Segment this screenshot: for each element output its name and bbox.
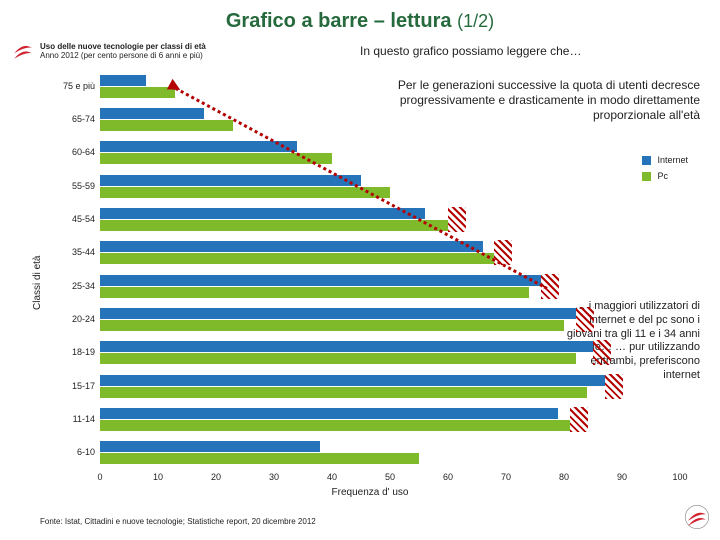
plot-area: 75 e più65-7460-6455-5945-5435-4425-3420… [100,70,680,470]
bar-internet [100,75,146,86]
row-label: 75 e più [45,81,95,91]
row-label: 20-24 [45,314,95,324]
bar-internet [100,275,541,286]
row-label: 11-14 [45,414,95,424]
source-text: Fonte: Istat, Cittadini e nuove tecnolog… [40,517,316,526]
hatched-marker [576,307,594,332]
y-axis-title: Classi di età [32,256,43,310]
title-main: Grafico a barre – lettura [226,10,452,32]
x-tick: 50 [385,472,395,482]
logo-icon [12,40,34,62]
bar-internet [100,241,483,252]
chart-row: 20-24 [100,306,680,334]
chart-row: 11-14 [100,406,680,434]
row-label: 35-44 [45,247,95,257]
intro-text: In questo grafico possiamo leggere che… [360,44,690,58]
chart-row: 6-10 [100,439,680,467]
slide-root: Grafico a barre – lettura (1/2) Uso dell… [0,0,720,540]
row-label: 45-54 [45,214,95,224]
row-label: 15-17 [45,381,95,391]
row-label: 18-19 [45,347,95,357]
x-axis-title: Frequenza d' uso [40,487,700,498]
x-tick: 30 [269,472,279,482]
bar-internet [100,108,204,119]
bar-pc [100,320,564,331]
hatched-marker [605,374,623,399]
bar-pc [100,453,419,464]
chart-row: 65-74 [100,106,680,134]
x-tick: 80 [559,472,569,482]
subtitle-plain: Anno 2012 (per cento persone di 6 anni e… [40,51,300,60]
bar-pc [100,253,494,264]
chart-row: 45-54 [100,206,680,234]
row-label: 25-34 [45,281,95,291]
row-label: 65-74 [45,114,95,124]
x-tick: 20 [211,472,221,482]
bar-internet [100,375,605,386]
x-tick: 70 [501,472,511,482]
bar-pc [100,287,529,298]
bar-pc [100,353,576,364]
bar-pc [100,420,570,431]
row-label: 6-10 [45,447,95,457]
bar-pc [100,120,233,131]
chart-row: 15-17 [100,373,680,401]
subtitle-bold: Uso delle nuove tecnologie per classi di… [40,42,300,51]
bar-internet [100,141,297,152]
chart-row: 25-34 [100,273,680,301]
row-label: 55-59 [45,181,95,191]
chart-row: 60-64 [100,139,680,167]
bar-internet [100,441,320,452]
x-tick: 100 [672,472,687,482]
slide-title: Grafico a barre – lettura (1/2) [0,10,720,33]
chart-row: 35-44 [100,239,680,267]
hatched-marker [593,340,611,365]
bar-internet [100,208,425,219]
bar-chart: Classi di età 75 e più65-7460-6455-5945-… [40,70,700,490]
x-tick: 40 [327,472,337,482]
chart-subtitle: Uso delle nuove tecnologie per classi di… [40,42,300,60]
bar-internet [100,408,558,419]
bar-pc [100,187,390,198]
hatched-marker [570,407,588,432]
chart-row: 55-59 [100,173,680,201]
x-tick: 0 [97,472,102,482]
hatched-marker [448,207,466,232]
x-tick: 90 [617,472,627,482]
x-tick: 60 [443,472,453,482]
row-label: 60-64 [45,147,95,157]
x-tick: 10 [153,472,163,482]
bar-internet [100,175,361,186]
corner-logo-icon [684,504,710,530]
bar-pc [100,387,587,398]
title-pager: (1/2) [457,11,494,31]
bar-internet [100,341,593,352]
bar-pc [100,87,175,98]
chart-row: 18-19 [100,339,680,367]
x-ticks: 0102030405060708090100 [100,470,680,488]
bar-internet [100,308,576,319]
bar-pc [100,220,448,231]
